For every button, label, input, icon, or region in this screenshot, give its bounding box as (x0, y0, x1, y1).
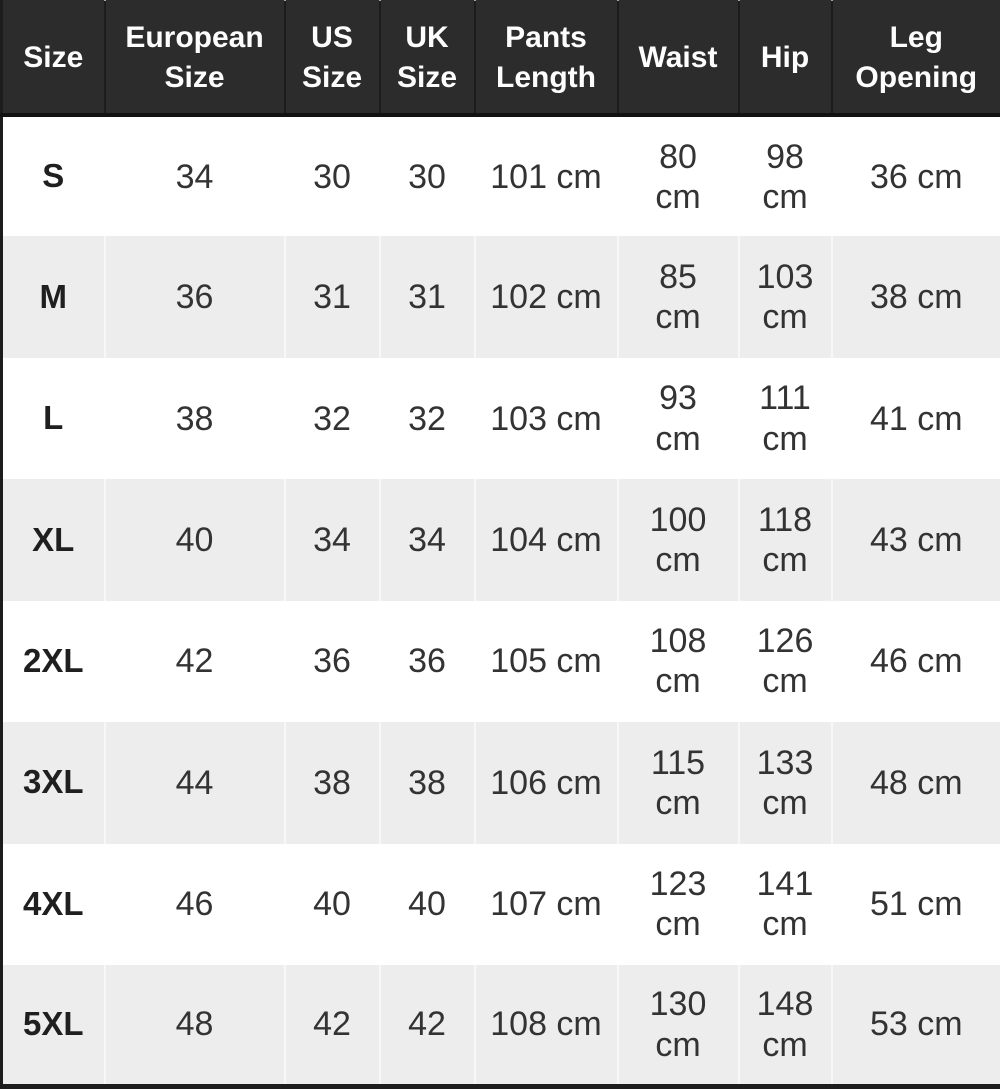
cell-leg-opening: 43 cm (830, 479, 1000, 601)
table-row-2xl: 2XL 42 36 36 105 cm 108 cm 126 cm 46 cm (1, 600, 1000, 723)
cell-waist: 115 cm (616, 722, 739, 844)
table-row-l: L 38 32 32 103 cm 93 cm 111 cm 41 cm (1, 357, 1000, 480)
cell-size: S (42, 157, 65, 195)
column-header-hip: Hip (737, 1, 832, 117)
table-row-3xl: 3XL 44 38 38 106 cm 115 cm 133 cm 48 cm (1, 722, 1000, 844)
column-header-pants-length: Pants Length (473, 1, 618, 117)
cell-hip: 103 cm (737, 236, 832, 358)
column-header-size: Size (1, 1, 105, 117)
cell-uk-size: 40 (378, 843, 475, 966)
cell-uk-size: 36 (378, 600, 475, 723)
cell-pants-length: 102 cm (473, 236, 618, 358)
header-row: Size European Size US Size UK Size Pants… (1, 1, 1000, 117)
cell-leg-opening: 36 cm (830, 115, 1000, 237)
cell-us-size: 34 (283, 479, 380, 601)
cell-us-size: 31 (283, 236, 380, 358)
cell-size: 5XL (22, 1005, 84, 1043)
cell-hip: 126 cm (737, 600, 832, 723)
column-header-uk-size: UK Size (378, 1, 475, 117)
cell-hip: 141 cm (737, 843, 832, 966)
cell-uk-size: 42 (378, 965, 475, 1087)
cell-us-size: 30 (283, 115, 380, 237)
cell-hip: 118 cm (737, 479, 832, 601)
cell-european-size: 40 (103, 479, 285, 601)
cell-hip: 111 cm (737, 357, 832, 480)
cell-european-size: 36 (103, 236, 285, 358)
cell-waist: 100 cm (616, 479, 739, 601)
cell-uk-size: 31 (378, 236, 475, 358)
cell-us-size: 40 (283, 843, 380, 966)
table-body: S 34 30 30 101 cm 80 cm 98 cm 36 cm M 36… (1, 115, 1000, 1087)
cell-hip: 133 cm (737, 722, 832, 844)
cell-european-size: 42 (103, 600, 285, 723)
cell-hip: 148 cm (737, 965, 832, 1087)
cell-waist: 93 cm (616, 357, 739, 480)
cell-waist: 80 cm (616, 115, 739, 237)
cell-leg-opening: 38 cm (830, 236, 1000, 358)
cell-european-size: 48 (103, 965, 285, 1087)
cell-hip: 98 cm (737, 115, 832, 237)
column-header-leg-opening: Leg Opening (830, 1, 1000, 117)
cell-pants-length: 108 cm (473, 965, 618, 1087)
cell-leg-opening: 41 cm (830, 357, 1000, 480)
cell-size: 2XL (22, 642, 84, 679)
cell-waist: 123 cm (616, 843, 739, 966)
cell-pants-length: 101 cm (473, 115, 618, 237)
cell-uk-size: 30 (378, 115, 475, 237)
cell-size: 4XL (22, 884, 84, 922)
cell-size: 3XL (22, 763, 84, 801)
cell-us-size: 38 (283, 722, 380, 844)
cell-uk-size: 38 (378, 722, 475, 844)
cell-leg-opening: 48 cm (830, 722, 1000, 844)
cell-pants-length: 105 cm (473, 600, 618, 723)
cell-uk-size: 34 (378, 479, 475, 601)
table-row-4xl: 4XL 46 40 40 107 cm 123 cm 141 cm 51 cm (1, 843, 1000, 966)
cell-size: M (39, 277, 68, 315)
table-row-xl: XL 40 34 34 104 cm 100 cm 118 cm 43 cm (1, 479, 1000, 601)
cell-waist: 130 cm (616, 965, 739, 1087)
cell-european-size: 46 (103, 843, 285, 966)
cell-size: L (43, 399, 64, 437)
cell-waist: 85 cm (616, 236, 739, 358)
cell-leg-opening: 46 cm (830, 600, 1000, 723)
column-header-us-size: US Size (283, 1, 380, 117)
cell-european-size: 34 (103, 115, 285, 237)
cell-us-size: 32 (283, 357, 380, 480)
cell-pants-length: 107 cm (473, 843, 618, 966)
table-row-s: S 34 30 30 101 cm 80 cm 98 cm 36 cm (1, 115, 1000, 237)
cell-size: XL (32, 520, 75, 558)
cell-pants-length: 106 cm (473, 722, 618, 844)
cell-us-size: 36 (283, 600, 380, 723)
table-row-m: M 36 31 31 102 cm 85 cm 103 cm 38 cm (1, 236, 1000, 358)
cell-leg-opening: 51 cm (830, 843, 1000, 966)
cell-pants-length: 103 cm (473, 357, 618, 480)
cell-pants-length: 104 cm (473, 479, 618, 601)
cell-leg-opening: 53 cm (830, 965, 1000, 1087)
column-header-european-size: European Size (103, 1, 285, 117)
column-header-waist: Waist (616, 1, 739, 117)
cell-us-size: 42 (283, 965, 380, 1087)
table-row-5xl: 5XL 48 42 42 108 cm 130 cm 148 cm 53 cm (1, 965, 1000, 1087)
table-header: Size European Size US Size UK Size Pants… (1, 1, 1000, 117)
cell-uk-size: 32 (378, 357, 475, 480)
cell-european-size: 38 (103, 357, 285, 480)
cell-european-size: 44 (103, 722, 285, 844)
cell-waist: 108 cm (616, 600, 739, 723)
